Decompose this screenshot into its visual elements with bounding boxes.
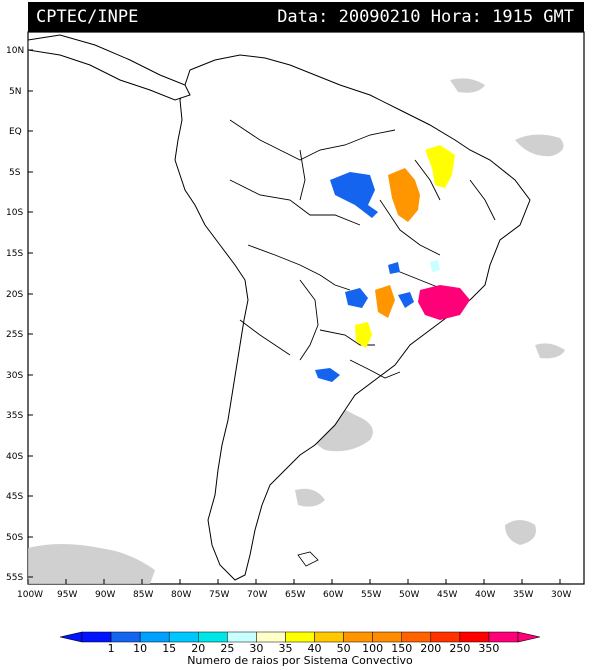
- colorbar-swatch: [488, 631, 519, 643]
- central-america-coastline: [27, 34, 191, 101]
- lat-label: EQ: [9, 127, 22, 137]
- colorbar-label: 20: [191, 642, 205, 655]
- colorbar-swatch: [227, 631, 257, 643]
- lon-label: 70W: [247, 590, 267, 600]
- lightning-system-para-orange: [388, 168, 420, 222]
- lon-label: 35W: [513, 590, 533, 600]
- colorbar-label: 150: [391, 642, 412, 655]
- lat-label: 50S: [6, 533, 23, 543]
- lat-label: 5S: [9, 168, 21, 178]
- colorbar-swatch: [256, 631, 286, 643]
- lon-label: 75W: [209, 590, 229, 600]
- lat-label: 20S: [6, 290, 23, 300]
- lightning-system-southeast-magenta: [418, 285, 470, 320]
- lon-label: 65W: [285, 590, 305, 600]
- colorbar-label: 10: [133, 642, 147, 655]
- colorbar-label: 25: [220, 642, 234, 655]
- colorbar-label: 250: [449, 642, 470, 655]
- lat-label: 40S: [6, 452, 23, 462]
- colorbar-swatch: [285, 631, 315, 643]
- colorbar-swatch: [314, 631, 344, 643]
- lat-label: 10S: [6, 208, 23, 218]
- lon-label: 30W: [551, 590, 571, 600]
- colorbar-swatch: [81, 631, 112, 643]
- colorbar-label: 350: [478, 642, 499, 655]
- colorbar-right-arrow: [517, 631, 541, 643]
- lat-label: 15S: [6, 249, 23, 259]
- colorbar: 1 10 15 20 25 30 35 40 50 100 150 200 250 350: [59, 631, 541, 655]
- lightning-system-small-blue: [388, 262, 400, 274]
- lon-label: 40W: [475, 590, 495, 600]
- lightning-system-center-blue: [345, 288, 368, 308]
- lightning-system-center-blue-2: [398, 292, 414, 308]
- lightning-system-center-orange: [375, 285, 395, 318]
- colorbar-label: 50: [337, 642, 351, 655]
- lightning-system-small-cyan: [430, 260, 440, 272]
- falkland-islands: [297, 551, 319, 567]
- lon-label: 85W: [133, 590, 153, 600]
- latitude-axis: 10N 5N EQ 5S 10S 15S 20S 25S 30S 35S 40S…: [6, 46, 33, 583]
- colorbar-swatch: [168, 631, 199, 643]
- colorbar-swatch: [110, 631, 141, 643]
- lon-label: 90W: [95, 590, 115, 600]
- colorbar-swatch: [343, 631, 373, 643]
- colorbar-label: 15: [162, 642, 176, 655]
- lon-label: 100W: [17, 590, 43, 600]
- lightning-system-paraguay-yellow: [355, 322, 372, 348]
- colorbar-title: Numero de raios por Sistema Convectivo: [187, 654, 413, 667]
- lon-label: 45W: [437, 590, 457, 600]
- lat-label: 5N: [9, 87, 21, 97]
- longitude-axis: 100W 95W 90W 85W 80W 75W 70W 65W 60W 55W…: [17, 579, 571, 600]
- colorbar-swatch: [198, 631, 228, 643]
- lat-label: 25S: [6, 330, 23, 340]
- lon-label: 95W: [57, 590, 77, 600]
- lat-label: 30S: [6, 371, 23, 381]
- lon-label: 80W: [171, 590, 191, 600]
- lightning-system-north-blue: [330, 172, 378, 218]
- colorbar-swatch: [139, 631, 170, 643]
- colorbar-swatch: [430, 631, 461, 643]
- colorbar-label: 35: [278, 642, 292, 655]
- colorbar-swatch: [401, 631, 432, 643]
- colorbar-label: 200: [420, 642, 441, 655]
- colorbar-label: 40: [308, 642, 322, 655]
- agency-title: CPTEC/INPE: [36, 7, 139, 27]
- lat-label: 55S: [6, 573, 23, 583]
- lat-label: 10N: [6, 46, 24, 56]
- colorbar-swatch: [459, 631, 490, 643]
- lightning-system-northeast-yellow: [425, 145, 455, 188]
- lat-label: 45S: [6, 492, 23, 502]
- colorbar-label: 1: [108, 642, 115, 655]
- lightning-systems: [315, 145, 470, 382]
- lat-label: 35S: [6, 411, 23, 421]
- date-time-title: Data: 20090210 Hora: 1915 GMT: [277, 7, 574, 27]
- colorbar-swatch: [372, 631, 402, 643]
- lon-label: 50W: [399, 590, 419, 600]
- lon-label: 55W: [361, 590, 381, 600]
- colorbar-label: 30: [249, 642, 263, 655]
- lon-label: 60W: [323, 590, 343, 600]
- colorbar-label: 100: [362, 642, 383, 655]
- country-borders: [229, 119, 496, 379]
- lightning-system-argentina-blue: [315, 368, 340, 382]
- colorbar-left-arrow: [59, 631, 83, 643]
- map-header: CPTEC/INPE Data: 20090210 Hora: 1915 GMT: [28, 2, 584, 32]
